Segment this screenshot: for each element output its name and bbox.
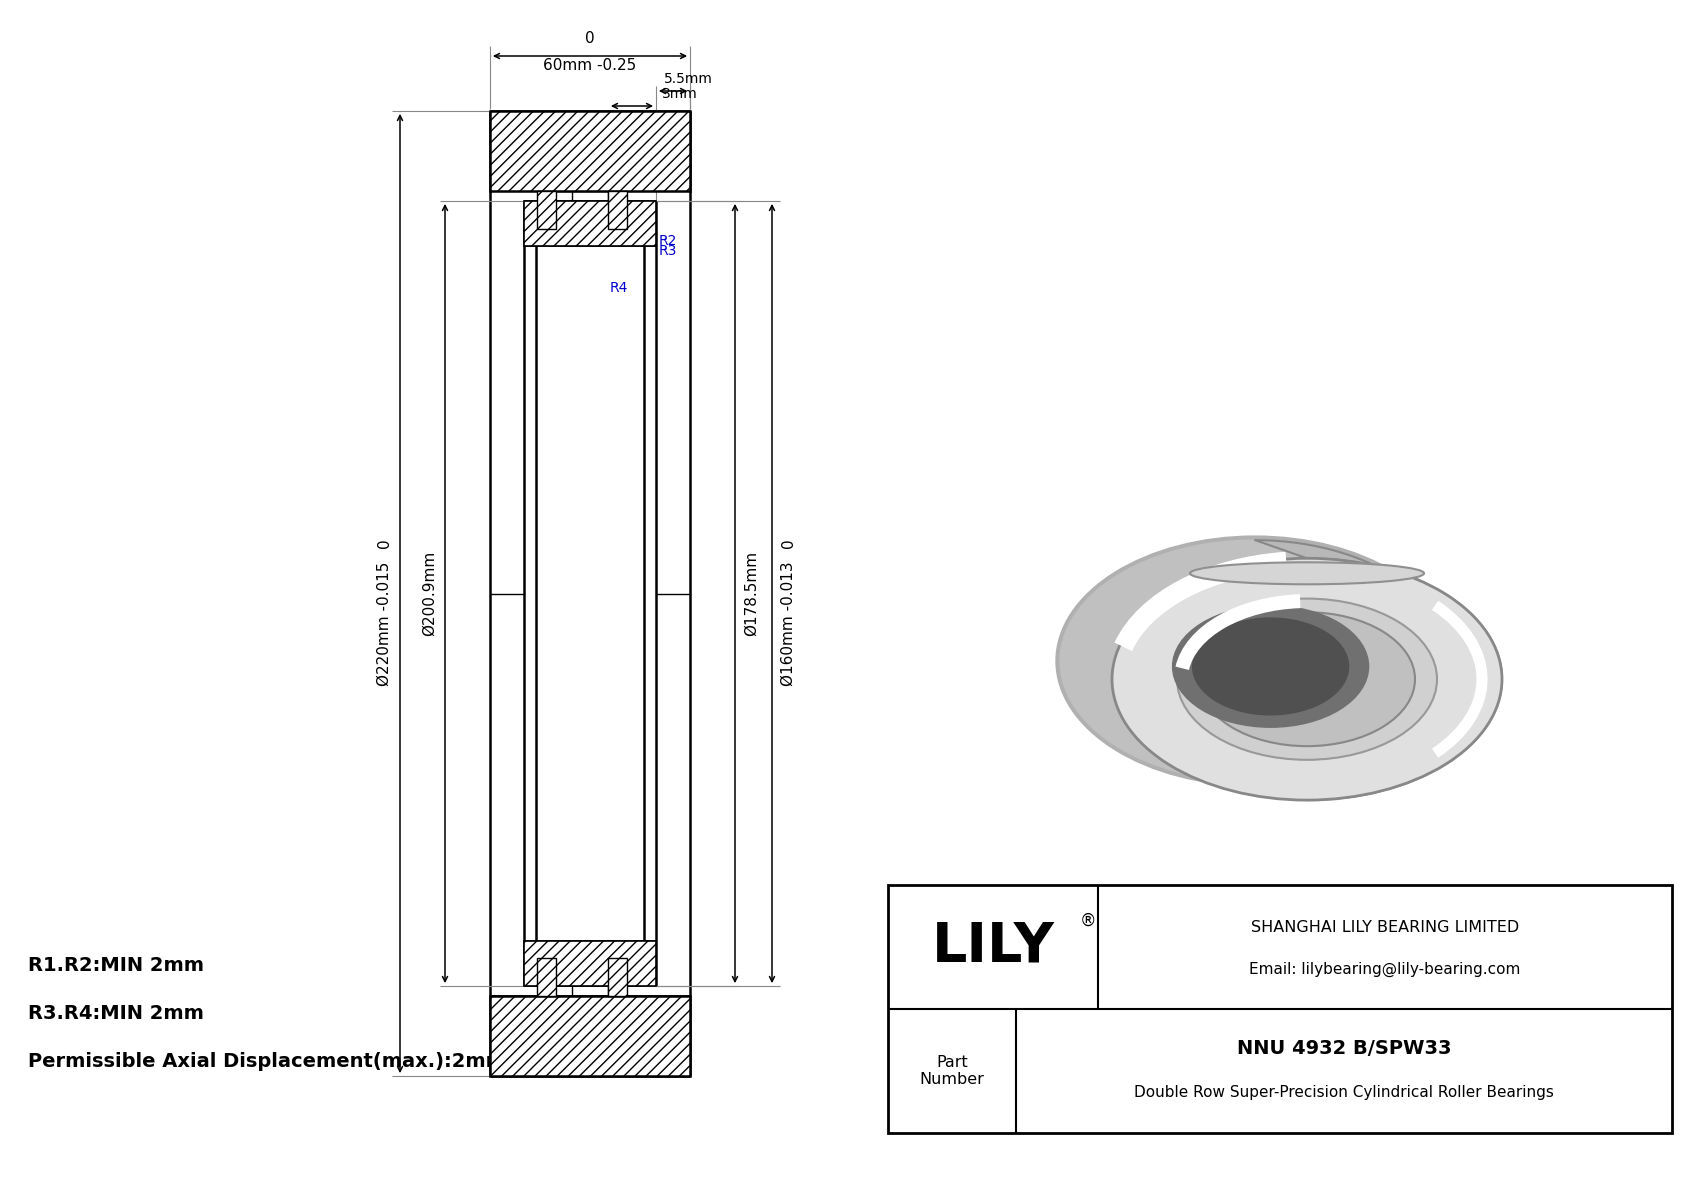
Ellipse shape xyxy=(1172,606,1369,728)
Text: NNU 4932 B/SPW33: NNU 4932 B/SPW33 xyxy=(1236,1040,1452,1059)
Bar xyxy=(887,885,1672,1133)
Ellipse shape xyxy=(1111,559,1502,800)
Ellipse shape xyxy=(1162,604,1347,718)
Text: Email: lilybearing@lily-bearing.com: Email: lilybearing@lily-bearing.com xyxy=(1250,961,1521,977)
Text: Ø200.9mm: Ø200.9mm xyxy=(421,551,436,636)
Text: ®: ® xyxy=(1079,912,1096,930)
Ellipse shape xyxy=(1177,599,1436,760)
Polygon shape xyxy=(1255,540,1502,800)
Text: R1: R1 xyxy=(610,174,628,188)
Ellipse shape xyxy=(1059,540,1450,782)
Text: 0: 0 xyxy=(780,538,795,548)
Text: Part
Number: Part Number xyxy=(919,1055,985,1087)
Bar xyxy=(608,191,626,229)
Text: 0: 0 xyxy=(584,31,594,46)
Text: Ø160mm -0.013: Ø160mm -0.013 xyxy=(780,561,795,686)
Text: SHANGHAI LILY BEARING LIMITED: SHANGHAI LILY BEARING LIMITED xyxy=(1251,919,1519,935)
Text: R2: R2 xyxy=(658,233,677,248)
Bar xyxy=(608,958,626,996)
Text: R4: R4 xyxy=(610,281,628,295)
Ellipse shape xyxy=(1199,612,1415,746)
Bar xyxy=(490,996,690,1075)
Text: 0: 0 xyxy=(377,538,391,548)
Ellipse shape xyxy=(1135,586,1376,736)
Polygon shape xyxy=(1255,597,1384,734)
Text: R1.R2:MIN 2mm: R1.R2:MIN 2mm xyxy=(29,956,204,975)
Ellipse shape xyxy=(1191,562,1425,585)
Text: 5.5mm: 5.5mm xyxy=(663,71,712,86)
Text: R3.R4:MIN 2mm: R3.R4:MIN 2mm xyxy=(29,1004,204,1023)
Bar xyxy=(537,191,556,229)
Bar xyxy=(537,958,556,996)
Text: 3mm: 3mm xyxy=(662,87,697,101)
Bar xyxy=(524,201,657,247)
Text: LILY: LILY xyxy=(931,919,1054,974)
Text: Ø220mm -0.015: Ø220mm -0.015 xyxy=(377,561,391,686)
Ellipse shape xyxy=(1056,536,1453,786)
Text: Double Row Super-Precision Cylindrical Roller Bearings: Double Row Super-Precision Cylindrical R… xyxy=(1133,1085,1554,1100)
Bar xyxy=(490,111,690,191)
Text: Permissible Axial Displacement(max.):2mm: Permissible Axial Displacement(max.):2mm xyxy=(29,1052,505,1071)
Text: Ø178.5mm: Ø178.5mm xyxy=(744,551,758,636)
Bar xyxy=(524,941,657,986)
Ellipse shape xyxy=(1192,618,1349,715)
Ellipse shape xyxy=(1152,597,1357,725)
Text: 60mm -0.25: 60mm -0.25 xyxy=(544,58,637,73)
Text: R3: R3 xyxy=(658,244,677,258)
